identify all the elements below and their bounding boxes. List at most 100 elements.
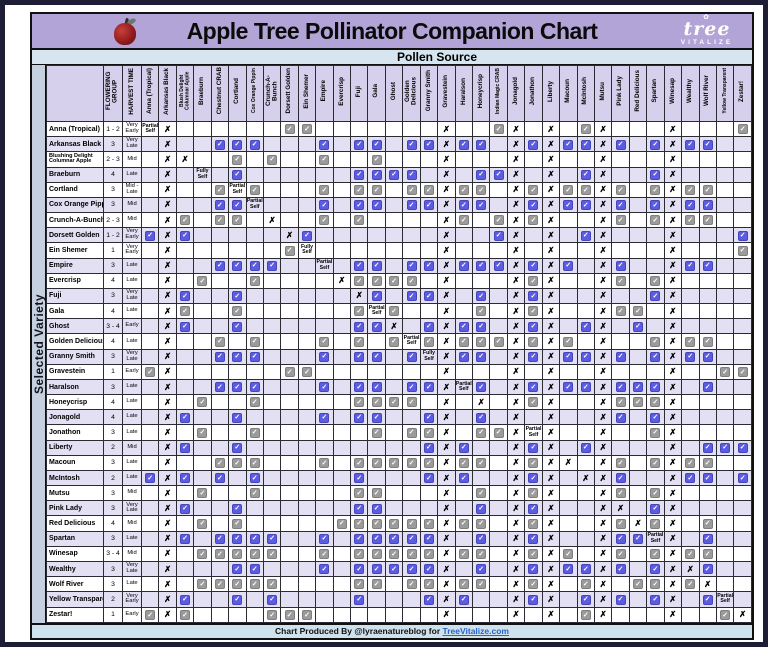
compatibility-cell — [140, 394, 160, 411]
compatibility-cell — [262, 424, 282, 441]
variety-row: Red Delicious 4 Mid ✗ ✓ ✓ ✓ ✓ ✓ ✓ ✓ ✓ ✗ ✓ ✓ ✗ ✓ ✗ ✗ ✓ ✗ ✓ ✗ ✓ — [46, 515, 752, 532]
compatibility-cell — [628, 348, 648, 365]
compatibility-cell — [140, 439, 160, 456]
variety-row: McIntosh 2 Late ✓ ✗ ✓ ✓ ✓ ✓ ✓ ✗ ✓ ✗ ✓ ✗ ✗ ✗ ✓ ✗ ✓ ✓ ✓ — [46, 469, 752, 487]
compatibility-cell — [140, 576, 160, 593]
check-icon: ✓ — [423, 321, 434, 332]
check-icon: ✓ — [423, 412, 434, 423]
compatibility-cell — [280, 560, 299, 578]
check-icon: ✓ — [458, 594, 469, 605]
compatibility-cell — [698, 409, 717, 426]
x-icon: ✗ — [512, 563, 520, 574]
compatibility-cell: ✓ — [402, 272, 421, 289]
compatibility-cell: ✗ — [698, 576, 717, 593]
compatibility-cell: ✓ — [315, 530, 334, 547]
check-icon: ✓ — [528, 215, 539, 226]
compatibility-cell: ✓ — [228, 166, 247, 183]
x-icon: ✗ — [547, 472, 555, 483]
compatibility-cell: ✓ — [228, 560, 247, 578]
check-icon: ✓ — [389, 336, 400, 347]
x-icon: ✗ — [669, 502, 677, 513]
x-icon: ✗ — [547, 593, 555, 604]
check-icon: ✓ — [580, 169, 591, 180]
check-icon: ✓ — [214, 351, 225, 362]
compatibility-cell — [559, 530, 578, 547]
compatibility-cell: ✓ — [280, 242, 299, 259]
compatibility-cell: ✓ — [646, 576, 665, 593]
compatibility-cell: ✓ — [524, 394, 543, 411]
check-icon: ✓ — [737, 124, 748, 135]
check-icon: ✓ — [319, 200, 330, 211]
compatibility-cell: ✗ — [593, 318, 613, 335]
compatibility-cell: ✓ — [681, 454, 700, 471]
pollen-source-column-header: Empire — [315, 65, 334, 122]
check-icon: ✓ — [371, 382, 382, 393]
x-icon: ✗ — [547, 442, 555, 453]
compatibility-cell: ✓ — [262, 257, 282, 274]
x-icon: ✗ — [512, 184, 520, 195]
x-icon: ✗ — [442, 609, 450, 620]
compatibility-cell — [280, 409, 299, 426]
compatibility-cell: ✓ — [454, 181, 474, 198]
compatibility-cell: ✓ — [315, 181, 334, 198]
pollen-source-column-header: Jonathon — [524, 65, 543, 122]
check-icon: ✓ — [615, 397, 626, 408]
compatibility-cell — [350, 606, 369, 623]
compatibility-cell: ✓ — [315, 136, 334, 153]
compatibility-cell — [715, 545, 735, 562]
check-icon: ✓ — [528, 442, 539, 453]
compatibility-cell — [280, 212, 299, 229]
compatibility-cell — [646, 242, 665, 259]
x-icon: ✗ — [442, 351, 450, 362]
compatibility-cell: ✓ — [350, 272, 369, 289]
variety-row: Gala 4 Late ✗ ✓ ✓ ✓ Partial Self ✓ ✗ ✓ ✗ ✓ ✗ ✗ ✓ ✓ ✗ — [46, 303, 752, 320]
compatibility-cell: ✗ — [506, 606, 526, 623]
check-icon: ✓ — [685, 336, 696, 347]
x-icon: ✗ — [164, 396, 172, 407]
compatibility-cell: ✓ — [698, 560, 717, 578]
compatibility-cell: ✓ — [228, 439, 247, 456]
compatibility-cell — [628, 333, 648, 350]
compatibility-cell — [715, 136, 735, 153]
compatibility-cell — [681, 500, 700, 517]
x-icon: ✗ — [164, 427, 172, 438]
variety-name-cell: Evercrisp — [46, 272, 104, 289]
pollen-source-column-header: Jonagold — [506, 65, 526, 122]
partial-self-label: Partial Self — [717, 592, 734, 605]
check-icon: ✓ — [633, 306, 644, 317]
compatibility-cell — [524, 166, 543, 183]
check-icon: ✓ — [354, 185, 365, 196]
variety-row: Empire 3 Late ✗ ✓ ✓ ✓ ✓ Partial Self ✓ ✓ ✓ ✓ ✗ ✓ ✓ ✓ ✗ ✓ ✗ ✓ ✗… — [46, 257, 752, 274]
compatibility-cell — [733, 409, 752, 426]
compatibility-cell: ✗ — [280, 227, 299, 244]
compatibility-cell: ✗ — [541, 560, 561, 578]
compatibility-cell: ✓ — [611, 136, 630, 153]
check-icon: ✓ — [458, 185, 469, 196]
x-icon: ✗ — [442, 214, 450, 225]
compatibility-cell: ✗ — [663, 500, 683, 517]
compatibility-cell — [280, 196, 299, 214]
check-icon: ✓ — [145, 473, 156, 484]
compatibility-cell: ✓ — [245, 272, 264, 289]
compatibility-cell — [646, 469, 665, 487]
compatibility-cell: ✓ — [419, 257, 439, 274]
compatibility-cell: ✗ — [332, 272, 352, 289]
check-icon: ✓ — [528, 564, 539, 575]
compatibility-cell — [384, 212, 404, 229]
compatibility-cell: ✓ — [576, 576, 595, 593]
compatibility-cell: ✓ — [350, 591, 369, 608]
compatibility-cell: ✓ — [315, 378, 334, 396]
compatibility-cell — [628, 591, 648, 608]
check-icon: ✓ — [197, 518, 208, 529]
check-icon: ✓ — [702, 473, 713, 484]
compatibility-cell — [611, 318, 630, 335]
compatibility-cell: ✓ — [454, 591, 474, 608]
flowering-group-cell: 4 — [103, 166, 123, 183]
compatibility-cell — [262, 454, 282, 471]
treevitalize-link[interactable]: TreeVitalize.com — [442, 626, 509, 636]
compatibility-cell — [175, 424, 195, 441]
compatibility-cell — [733, 287, 752, 305]
x-icon: ✗ — [547, 244, 555, 255]
x-icon: ✗ — [669, 472, 677, 483]
compatibility-cell: ✗ — [506, 212, 526, 229]
